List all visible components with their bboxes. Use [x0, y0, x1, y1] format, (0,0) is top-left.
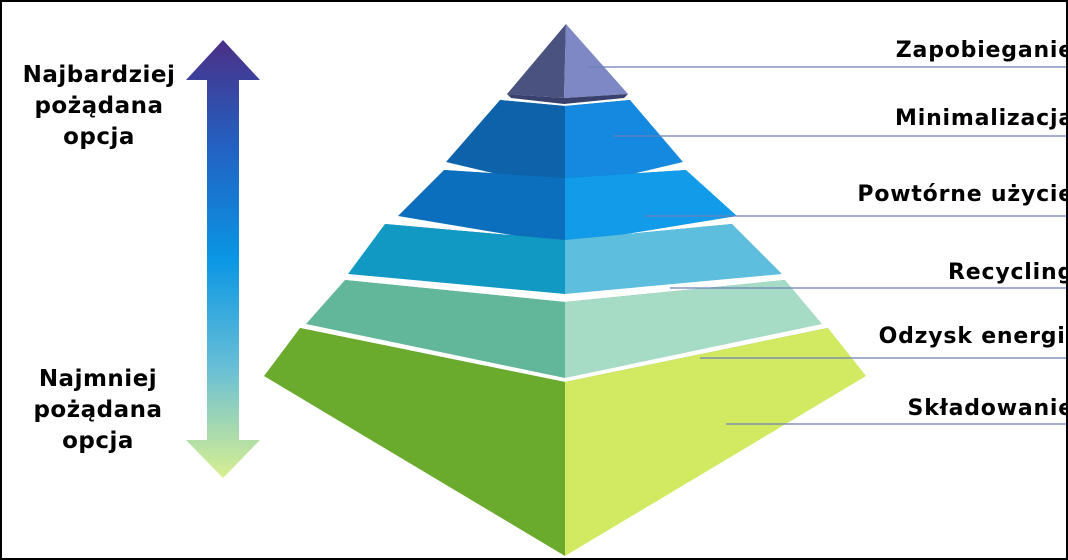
least-desirable-label: Najmniej pożądana opcja: [33, 366, 163, 454]
tier-recycling-right-face: [565, 224, 782, 294]
tier-skladowanie-left-face: [264, 328, 565, 556]
tier-label-powtorne-uzycie: Powtórne użycie: [857, 182, 1068, 207]
tier-label-minimalizacja: Minimalizacja: [895, 106, 1068, 131]
tier-label-recycling: Recycling: [948, 260, 1068, 285]
tier-minimalizacja-right-face: [565, 100, 683, 190]
pyramid-tiers: [264, 24, 866, 556]
tier-skladowanie-right-face: [565, 328, 866, 556]
double-arrow-icon: [186, 40, 260, 478]
tier-label-skladowanie: Składowanie: [907, 396, 1068, 421]
tier-zapobieganie-right-edge: [564, 94, 628, 104]
tier-label-odzysk-energii: Odzysk energii: [878, 324, 1068, 349]
tier-label-zapobieganie: Zapobieganie: [895, 38, 1068, 63]
leader-lines: [588, 66, 1066, 425]
tier-recycling-left-face: [348, 224, 565, 294]
tier-zapobieganie-left-face: [507, 24, 566, 98]
tier-minimalizacja-left-face: [446, 100, 565, 190]
tier-powtorne-uzycie-left-face: [398, 170, 565, 244]
tier-powtorne-uzycie-right-face: [565, 170, 737, 244]
tier-odzysk-energii-left-face: [306, 280, 565, 378]
tier-zapobieganie-left-edge: [507, 94, 564, 104]
most-desirable-label: Najbardziej pożądana opcja: [22, 62, 176, 150]
tier-odzysk-energii-right-face: [565, 280, 822, 378]
tier-zapobieganie-right-face: [564, 24, 628, 98]
